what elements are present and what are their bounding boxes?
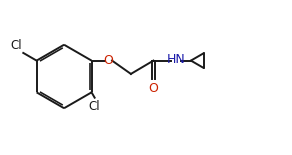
Text: O: O xyxy=(149,82,158,95)
Text: Cl: Cl xyxy=(89,100,100,113)
Text: HN: HN xyxy=(166,53,185,66)
Text: Cl: Cl xyxy=(11,39,22,52)
Text: O: O xyxy=(103,54,113,67)
